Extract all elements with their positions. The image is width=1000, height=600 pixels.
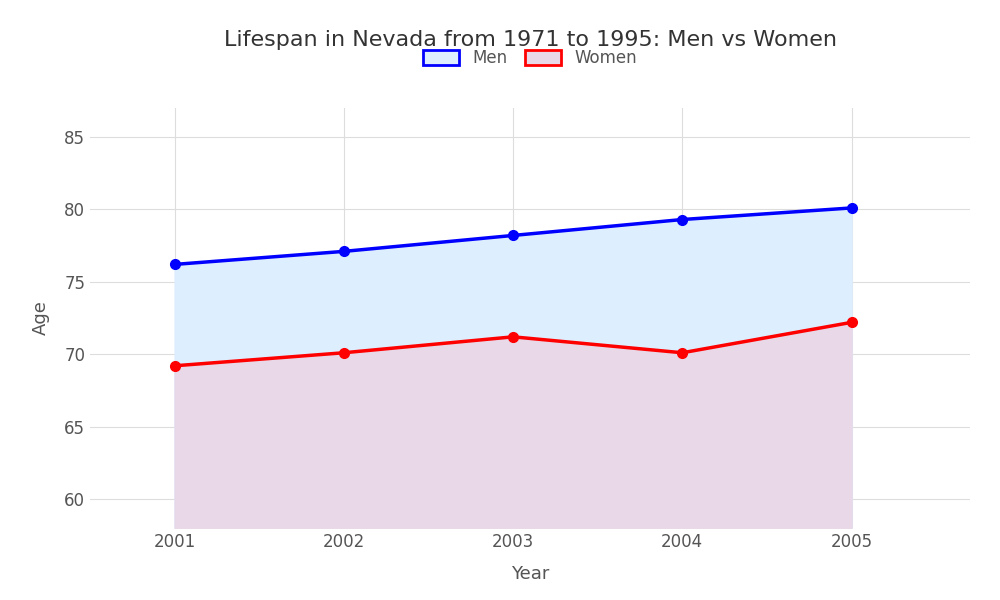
Y-axis label: Age: Age <box>32 301 50 335</box>
Legend: Men, Women: Men, Women <box>414 41 646 76</box>
Title: Lifespan in Nevada from 1971 to 1995: Men vs Women: Lifespan in Nevada from 1971 to 1995: Me… <box>224 29 836 49</box>
X-axis label: Year: Year <box>511 565 549 583</box>
